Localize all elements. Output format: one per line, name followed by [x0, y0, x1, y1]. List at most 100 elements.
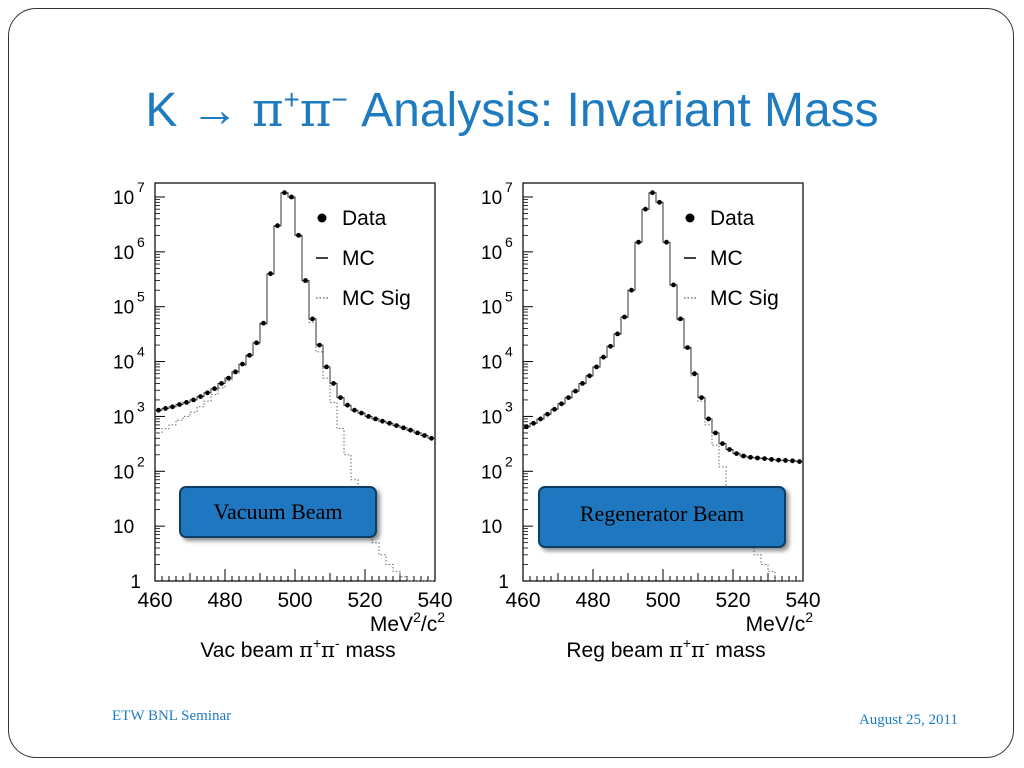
x-axis-label: Vac beam π+π- mass: [200, 635, 395, 662]
data-point: [552, 406, 557, 412]
title-pi-minus: π: [299, 82, 332, 138]
data-point: [373, 416, 378, 422]
data-point: [657, 199, 662, 205]
data-point: [219, 381, 224, 386]
data-point: [685, 345, 690, 350]
data-point: [401, 425, 406, 431]
y-tick-label-base: 10: [481, 407, 502, 428]
y-tick-label-exp: 3: [137, 398, 145, 414]
data-point: [524, 424, 529, 430]
legend-label-data: Data: [342, 207, 387, 230]
legend-marker-data: [685, 213, 695, 223]
xlabel-plus: +: [313, 635, 321, 651]
x-unit-label: MeV/c2: [746, 609, 814, 636]
data-point: [429, 435, 434, 441]
slide-title: K → π+π− Analysis: Invariant Mass: [0, 82, 1024, 138]
y-tick-label-exp: 7: [505, 179, 513, 195]
mc-series: [155, 192, 435, 439]
y-tick-label: 1: [498, 572, 509, 593]
data-point: [587, 373, 592, 379]
y-tick-label-exp: 2: [137, 453, 145, 469]
data-point: [755, 455, 760, 461]
title-prefix: K →: [145, 84, 252, 137]
unit-suffix: /c: [789, 613, 805, 636]
x-unit-label: MeV2/c2: [370, 609, 445, 636]
xlabel-pre: Vac beam: [200, 639, 299, 662]
data-point: [559, 401, 564, 407]
data-point: [566, 395, 571, 400]
y-tick-label-exp: 6: [505, 234, 513, 250]
y-tick-label-base: 10: [113, 243, 134, 264]
data-point: [191, 397, 196, 403]
y-tick-label-base: 10: [481, 353, 502, 374]
y-tick-label: 1: [130, 572, 141, 593]
y-tick-label-base: 10: [481, 243, 502, 264]
data-point: [769, 457, 774, 462]
data-point: [615, 331, 620, 337]
title-suffix: Analysis: Invariant Mass: [347, 84, 879, 137]
data-point: [734, 451, 739, 456]
y-tick-label-base: 10: [113, 353, 134, 374]
y-tick-label: 10: [481, 517, 502, 538]
data-point: [352, 407, 357, 413]
title-pi-plus: π: [252, 82, 284, 138]
data-point: [387, 420, 392, 426]
data-point: [706, 416, 711, 422]
data-point: [303, 278, 308, 283]
data-point: [741, 453, 746, 459]
unit-exp: 2: [413, 609, 421, 625]
data-point: [156, 407, 161, 413]
data-point: [580, 381, 585, 386]
data-point: [531, 420, 536, 426]
xlabel-pi-2: π: [321, 638, 335, 662]
unit-base: MeV: [746, 613, 789, 636]
y-tick-label-exp: 5: [505, 289, 513, 305]
data-point: [338, 395, 343, 400]
data-point: [720, 441, 725, 446]
unit-base: MeV: [370, 613, 413, 636]
data-point: [177, 402, 182, 407]
data-point: [748, 454, 753, 460]
x-axis-label: Reg beam π+π- mass: [566, 635, 765, 662]
data-point: [317, 342, 322, 348]
x-tick-label: 460: [137, 589, 172, 612]
data-point: [331, 381, 336, 386]
xlabel-plus: +: [683, 635, 691, 651]
footer-seminar: ETW BNL Seminar: [112, 708, 232, 724]
y-tick-label-base: 10: [113, 462, 134, 483]
legend-label-data: Data: [710, 207, 755, 230]
data-point: [198, 394, 203, 399]
regenerator-beam-label: Regenerator Beam: [538, 486, 786, 548]
xlabel-pi: π: [669, 638, 683, 662]
unit-suffix-exp: 2: [805, 609, 813, 625]
y-tick-label-exp: 6: [137, 234, 145, 250]
y-tick-label-base: 10: [113, 298, 134, 319]
data-point: [692, 371, 697, 377]
y-tick-label-exp: 5: [137, 289, 145, 305]
data-point: [408, 427, 413, 433]
data-point: [296, 232, 301, 238]
data-point: [636, 239, 641, 245]
slide-frame: [8, 8, 1014, 758]
data-point: [163, 406, 168, 411]
y-tick-label-base: 10: [113, 407, 134, 428]
data-point: [573, 388, 578, 394]
data-point: [699, 395, 704, 400]
data-point: [212, 386, 217, 392]
legend-marker-data: [317, 213, 327, 223]
xlabel-pi-2: π: [691, 638, 705, 662]
x-tick-label: 520: [715, 589, 750, 612]
y-tick-label-base: 10: [481, 188, 502, 209]
data-point: [345, 402, 350, 408]
unit-suffix-exp: 2: [437, 609, 445, 625]
data-point: [678, 316, 683, 322]
data-point: [261, 320, 266, 326]
data-point: [240, 361, 245, 367]
footer-date: August 25, 2011: [858, 712, 958, 728]
title-plus-sign: +: [283, 84, 300, 115]
x-tick-label: 540: [785, 589, 820, 612]
data-point: [233, 369, 238, 375]
data-point: [762, 456, 767, 461]
